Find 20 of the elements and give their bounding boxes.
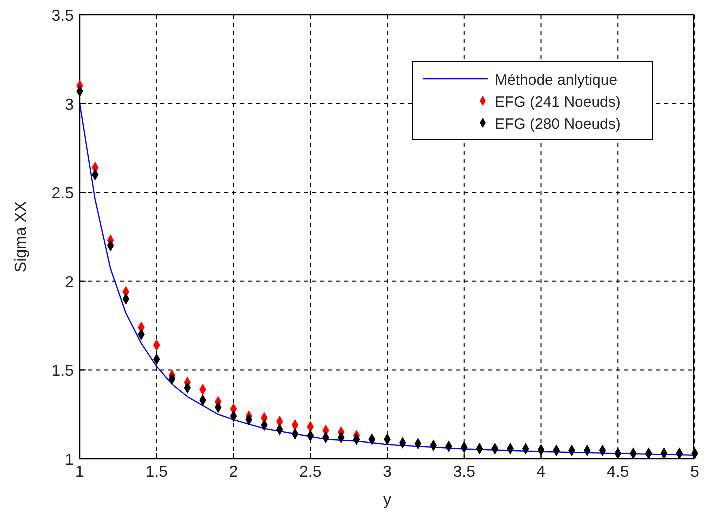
- x-tick-label: 3: [383, 464, 392, 481]
- legend-label: EFG (280 Noeuds): [495, 116, 621, 133]
- x-tick-label: 4: [536, 464, 546, 481]
- x-tick-label: 2.5: [300, 464, 322, 481]
- y-tick-label: 2.5: [52, 186, 74, 203]
- x-tick-label: 1: [76, 464, 85, 481]
- x-tick-label: 5: [690, 464, 700, 481]
- x-axis-title: y: [384, 492, 392, 509]
- y-tick-label: 3.5: [52, 8, 74, 25]
- legend-label: Méthode anlytique: [495, 72, 618, 89]
- y-tick-label: 2: [65, 274, 74, 292]
- x-tick-label: 3.5: [453, 464, 476, 481]
- legend-label: EFG (241 Noeuds): [495, 94, 621, 111]
- x-tick-label: 1.5: [146, 464, 168, 481]
- x-tick-label: 2: [229, 464, 238, 481]
- x-tick-label: 4.5: [607, 464, 630, 481]
- y-tick-label: 1: [65, 452, 74, 469]
- y-tick-label: 3: [65, 96, 74, 114]
- y-axis-title: Sigma XX: [13, 201, 30, 273]
- y-tick-label: 1.5: [52, 363, 74, 380]
